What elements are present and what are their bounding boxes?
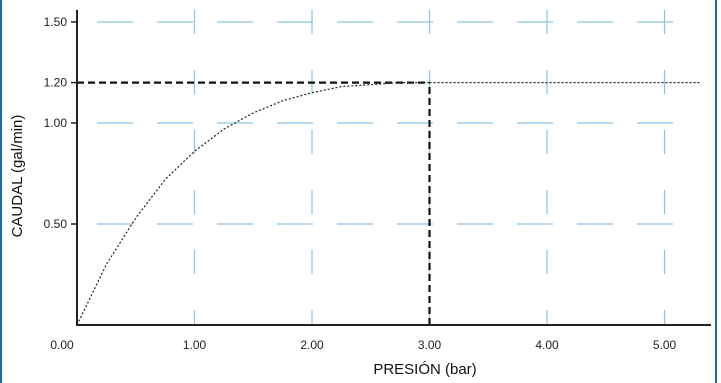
x-tick-label-0: 0.00 [50,338,74,352]
series-line-0 [76,81,430,326]
grid-lines [97,10,695,325]
x-tick-label-5: 5.00 [653,338,677,352]
x-tick-label-1: 1.00 [183,338,207,352]
y-tick-label-2: 1.20 [44,76,68,90]
y-tick-label-3: 1.50 [44,15,68,29]
data-series [76,81,700,326]
x-tick-label-2: 2.00 [300,338,324,352]
x-tick-label-4: 4.00 [535,338,559,352]
reference-lines [77,81,431,325]
axes [71,10,711,326]
x-tick-label-3: 3.00 [418,338,442,352]
tick-labels: 0.00 1.00 2.00 3.00 4.00 5.00 0.50 1.00 1.20 1.50 [44,15,677,352]
y-tick-label-1: 1.00 [44,116,68,130]
y-tick-label-0: 0.50 [44,217,68,231]
y-axis-title: CAUDAL (gal/min) [9,115,26,238]
x-axis-title: PRESIÓN (bar) [373,361,476,378]
